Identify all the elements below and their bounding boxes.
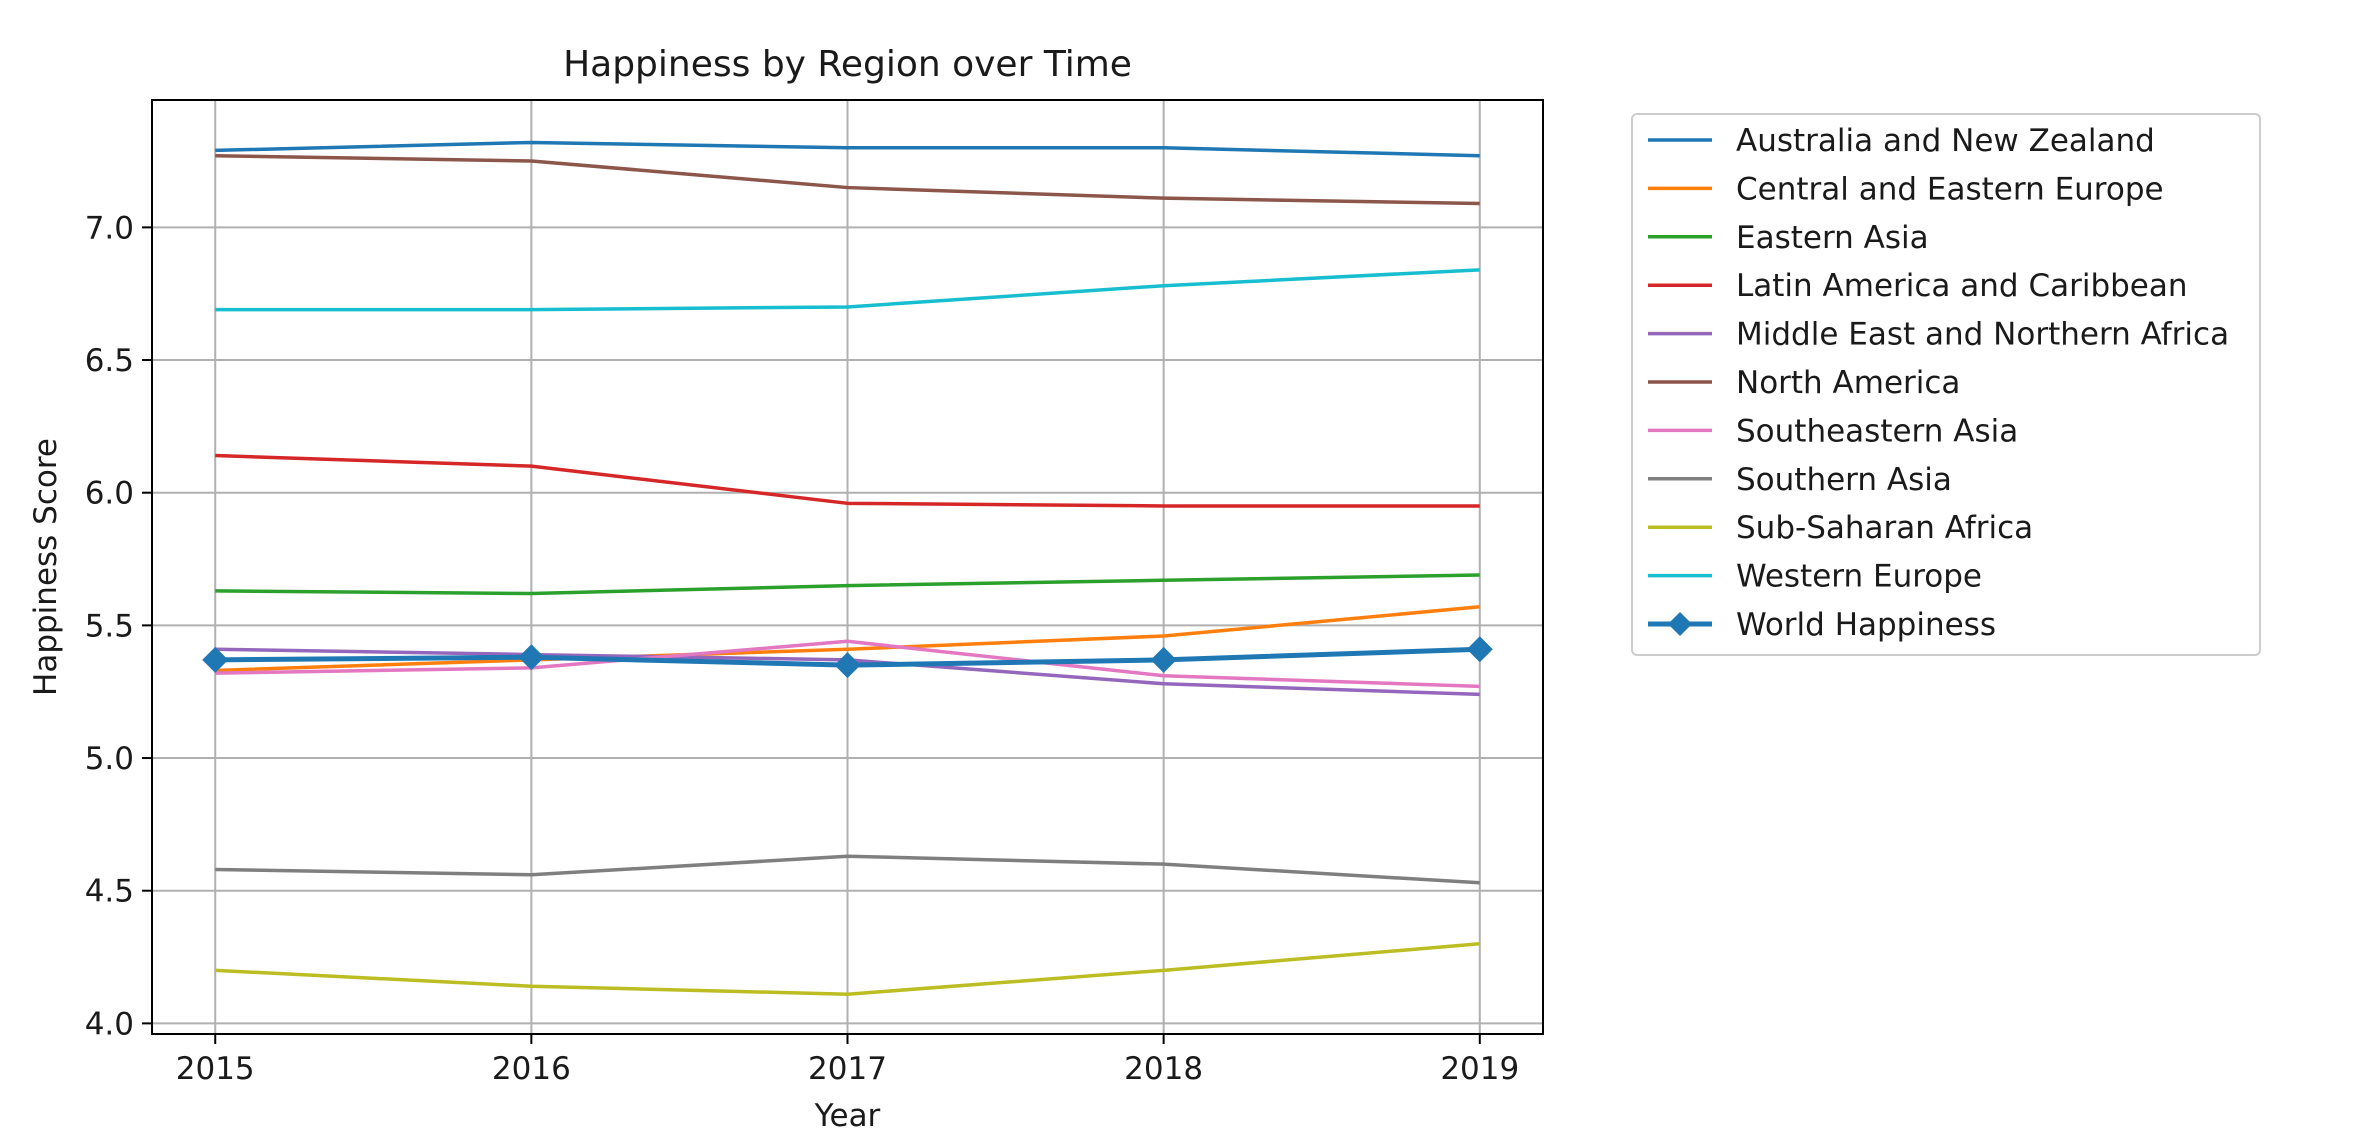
y-axis-label: Happiness Score (28, 438, 64, 696)
legend-label-latin-america-and-caribbean: Latin America and Caribbean (1736, 268, 2188, 304)
legend-marker-world-happiness (1668, 612, 1692, 636)
series-line-southeastern-asia (215, 639, 1480, 689)
legend-label-western-europe: Western Europe (1736, 559, 1982, 595)
series-line-north-america (215, 153, 1480, 206)
legend-items: Australia and New Zealand Central and Eas… (1648, 123, 2229, 643)
data-point-world-happiness (1466, 636, 1493, 663)
grid-layer (152, 100, 1543, 1034)
x-tick-label: 2019 (1440, 1051, 1519, 1087)
tick-layer: 2015 2016 2017 2018 2019 4.0 4.5 5.0 5.5 6.0 6.5 7.… (85, 210, 1520, 1087)
x-axis-label: Year (814, 1098, 881, 1134)
x-tick-label: 2017 (808, 1051, 887, 1087)
y-tick-label: 6.5 (85, 343, 134, 379)
y-tick-label: 5.5 (85, 608, 134, 644)
x-tick-label: 2018 (1124, 1051, 1203, 1087)
x-tick-label: 2015 (176, 1051, 255, 1087)
y-tick-label: 4.0 (85, 1006, 134, 1042)
legend-label-north-america: North America (1736, 365, 1960, 401)
legend-label-eastern-asia: Eastern Asia (1736, 220, 1929, 256)
series-line-western-europe (215, 268, 1480, 312)
legend-label-southern-asia: Southern Asia (1736, 462, 1952, 498)
series-layer (202, 140, 1493, 996)
series-line-southern-asia (215, 854, 1480, 885)
series-line-australia-and-new-zealand (215, 140, 1480, 158)
legend: Australia and New Zealand Central and Eas… (1631, 113, 2261, 656)
y-tick-label: 6.0 (85, 476, 134, 512)
legend-label-southeastern-asia: Southeastern Asia (1736, 413, 2018, 449)
y-tick-label: 7.0 (85, 210, 134, 246)
y-tick-label: 5.0 (85, 741, 134, 777)
series-line-eastern-asia (215, 573, 1480, 596)
data-point-world-happiness (202, 646, 229, 673)
legend-label-australia-and-new-zealand: Australia and New Zealand (1736, 123, 2155, 159)
series-line-sub-saharan-africa (215, 942, 1480, 996)
legend-label-central-and-eastern-europe: Central and Eastern Europe (1736, 171, 2164, 207)
series-line-central-and-eastern-europe (215, 605, 1480, 673)
data-point-world-happiness (1150, 646, 1177, 673)
chart-title: Happiness by Region over Time (563, 44, 1132, 85)
legend-label-sub-saharan-africa: Sub-Saharan Africa (1736, 510, 2033, 546)
data-point-world-happiness (518, 644, 545, 671)
legend-label-middle-east-and-northern-africa: Middle East and Northern Africa (1736, 317, 2229, 353)
y-tick-label: 4.5 (85, 874, 134, 910)
x-tick-label: 2016 (492, 1051, 571, 1087)
legend-label-world-happiness: World Happiness (1736, 607, 1996, 643)
data-point-world-happiness (834, 652, 861, 679)
series-line-latin-america-and-caribbean (215, 453, 1480, 508)
legend-frame (1631, 113, 2261, 656)
